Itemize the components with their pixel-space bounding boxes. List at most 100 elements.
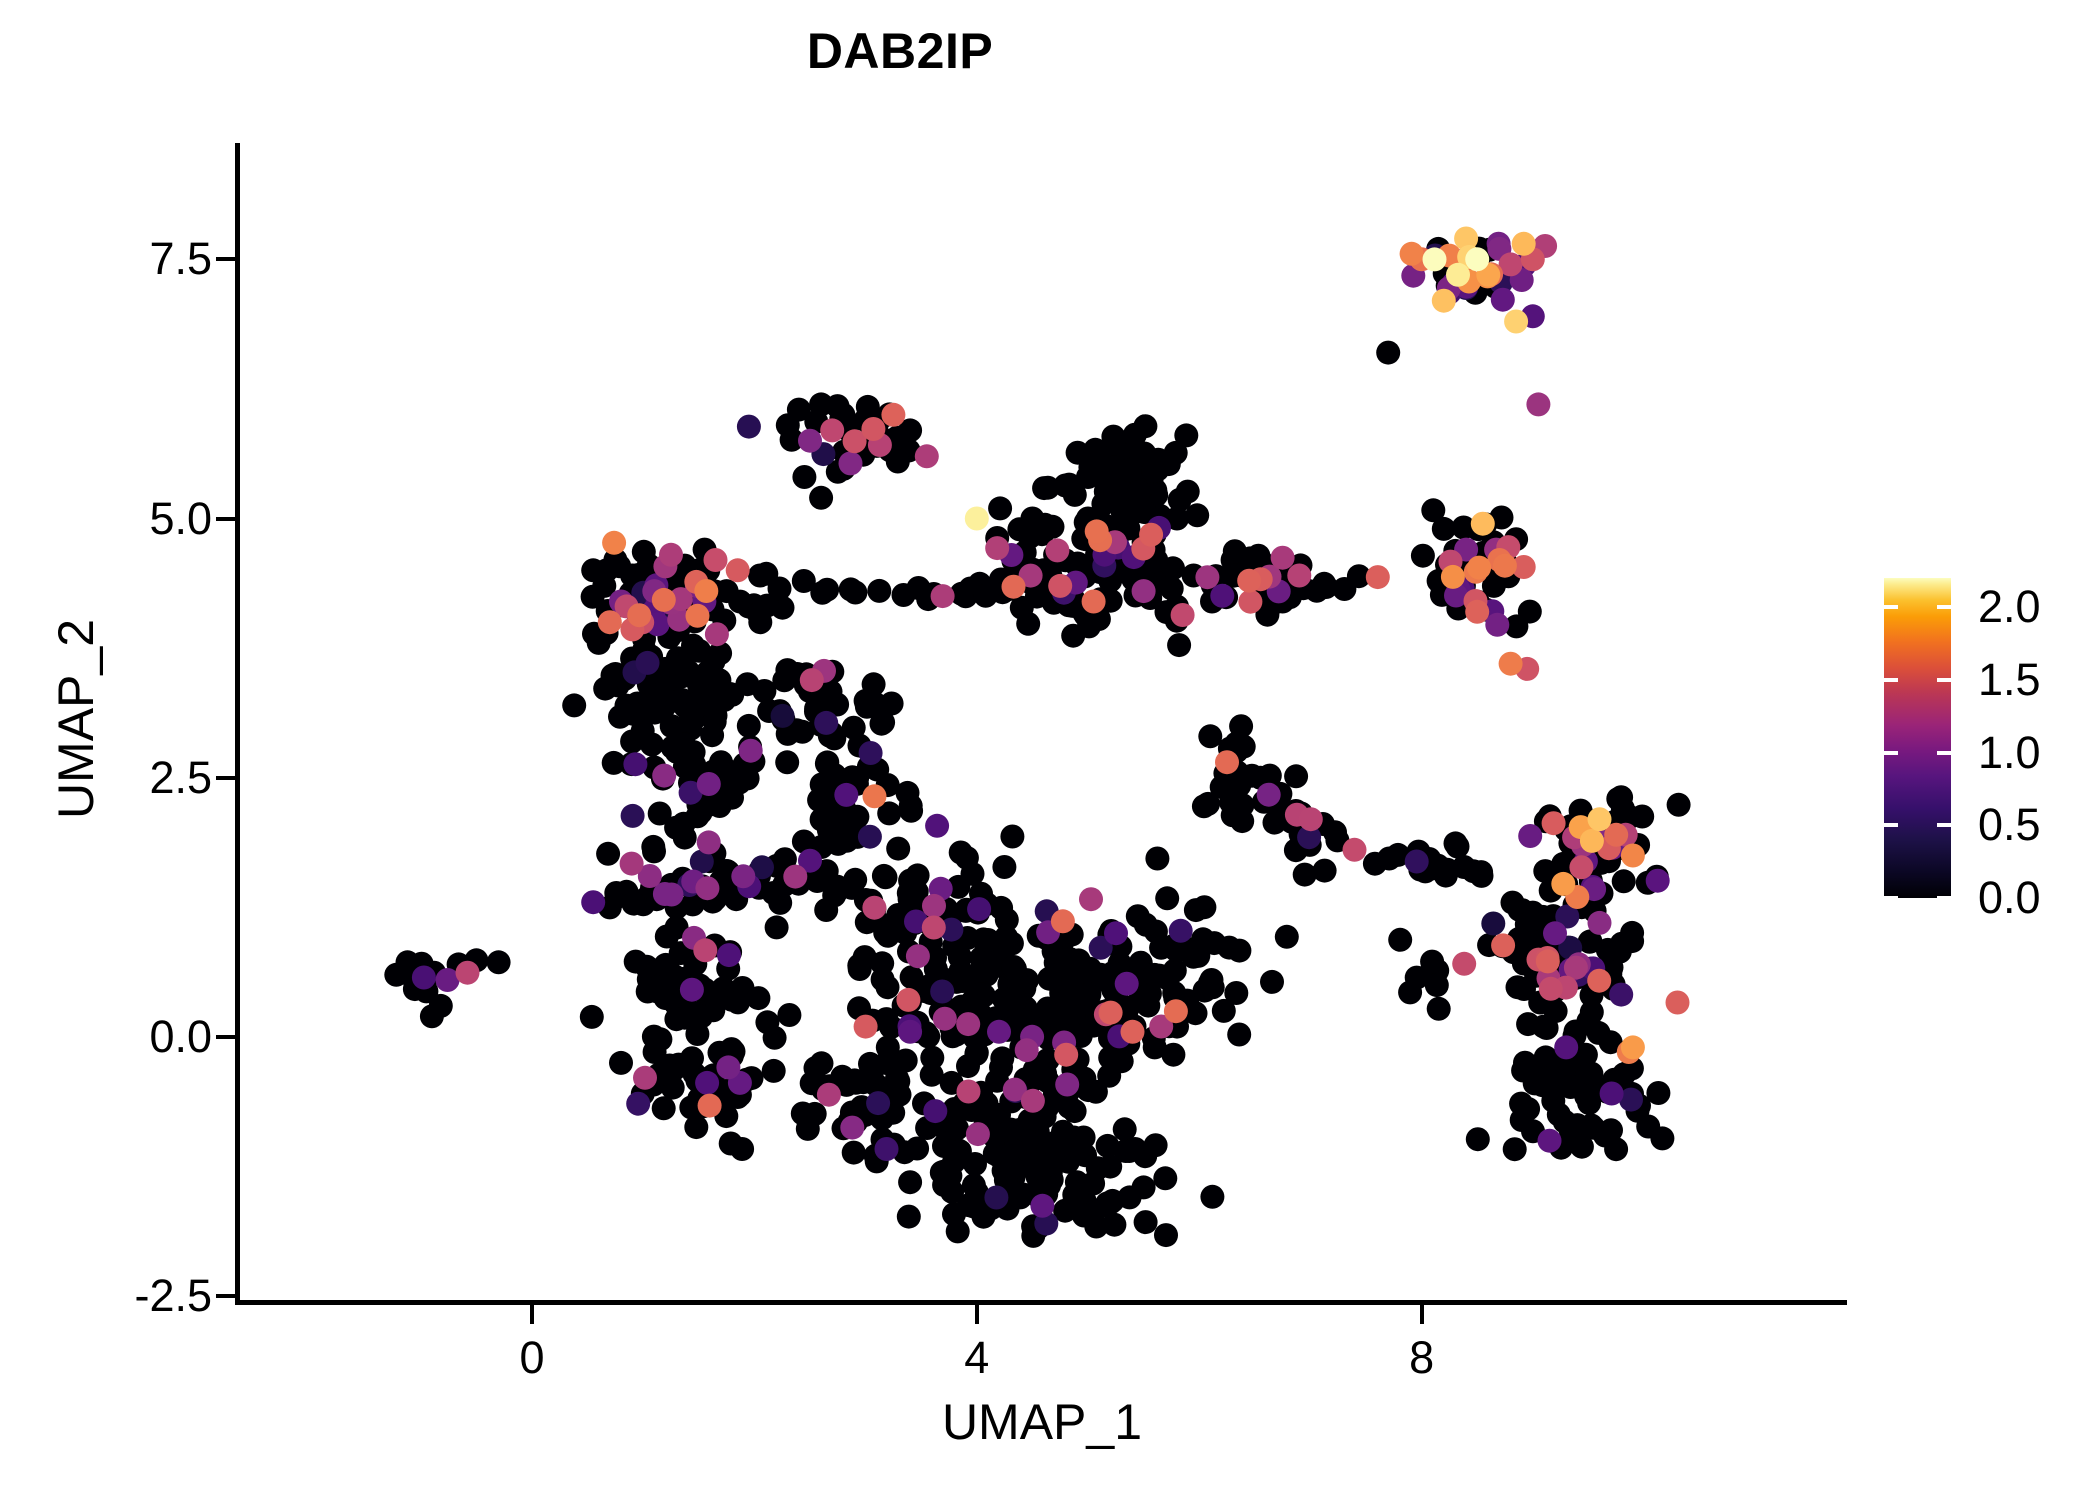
scatter-point	[623, 949, 648, 974]
scatter-point	[716, 1055, 741, 1080]
scatter-point	[948, 958, 973, 983]
scatter-point	[1521, 907, 1546, 932]
scatter-point	[1167, 487, 1192, 512]
scatter-point	[1077, 614, 1101, 639]
scatter-point	[1149, 1014, 1174, 1039]
scatter-point	[874, 1007, 899, 1032]
scatter-point	[1141, 458, 1166, 483]
scatter-point	[1518, 1058, 1543, 1083]
scatter-point	[1238, 546, 1263, 571]
scatter-point	[1227, 938, 1252, 963]
scatter-point	[826, 831, 851, 856]
y-axis-title: UMAP_2	[48, 618, 104, 820]
scatter-point	[825, 874, 850, 899]
scatter-point	[988, 496, 1013, 521]
scatter-point	[621, 891, 646, 916]
scatter-point	[1604, 822, 1629, 847]
scatter-point	[725, 558, 750, 583]
scatter-point	[939, 917, 964, 942]
scatter-point	[905, 1136, 930, 1161]
scatter-point	[659, 714, 684, 739]
scatter-point	[609, 1050, 633, 1075]
scatter-point	[874, 1137, 899, 1161]
scatter-point	[1500, 890, 1525, 915]
scatter-point	[1002, 1181, 1027, 1206]
scatter-point	[1573, 1042, 1598, 1067]
scatter-point	[1224, 981, 1249, 1005]
scatter-point	[899, 798, 924, 823]
scatter-point	[1014, 1038, 1039, 1063]
scatter-point	[1512, 977, 1536, 1001]
scatter-point	[1517, 599, 1542, 624]
scatter-point	[862, 895, 887, 920]
scatter-point	[704, 622, 729, 647]
scatter-point	[873, 865, 898, 890]
scatter-point	[671, 732, 696, 757]
scatter-point	[614, 693, 639, 718]
scatter-point	[1239, 763, 1264, 788]
y-tick-mark	[216, 775, 235, 780]
scatter-point	[736, 713, 761, 738]
legend-tick-mark	[1937, 750, 1951, 755]
scatter-point	[945, 1116, 969, 1141]
scatter-point	[1198, 724, 1223, 749]
scatter-point	[1365, 565, 1390, 590]
scatter-point	[1085, 1156, 1110, 1181]
scatter-point	[783, 864, 808, 889]
scatter-point	[581, 890, 606, 915]
scatter-point	[1454, 226, 1479, 251]
scatter-point	[696, 830, 721, 855]
scatter-point	[1007, 517, 1032, 542]
scatter-point	[1535, 949, 1560, 974]
scatter-point	[1143, 1133, 1168, 1158]
scatter-point	[1376, 340, 1401, 365]
scatter-point	[1431, 516, 1456, 541]
scatter-point	[984, 1185, 1009, 1210]
scatter-point	[1650, 1126, 1675, 1151]
scatter-point	[1563, 955, 1588, 980]
scatter-point	[1257, 763, 1282, 788]
scatter-point	[1511, 555, 1536, 579]
scatter-point	[1452, 951, 1477, 976]
color-legend: 2.0 1.5 1.0 0.5 0.0	[1884, 578, 2084, 923]
scatter-point	[1131, 579, 1156, 604]
scatter-point	[1048, 573, 1073, 598]
scatter-point	[1017, 1154, 1042, 1179]
scatter-point	[639, 732, 664, 757]
scatter-point	[1102, 1212, 1127, 1237]
scatter-point	[885, 1066, 909, 1091]
scatter-point	[1526, 392, 1551, 417]
scatter-point	[967, 897, 992, 922]
scatter-point	[1587, 910, 1612, 935]
scatter-point	[669, 652, 694, 677]
scatter-point	[893, 1048, 918, 1073]
scatter-point	[1599, 1081, 1624, 1106]
scatter-point	[1110, 499, 1135, 524]
scatter-point	[1055, 1072, 1080, 1097]
legend-tick-mark	[1937, 823, 1951, 828]
scatter-point	[930, 584, 955, 609]
scatter-point	[947, 1139, 972, 1164]
legend-tick-mark	[1884, 605, 1898, 610]
scatter-point	[1579, 1113, 1604, 1138]
scatter-point	[896, 987, 921, 1012]
scatter-point	[809, 485, 834, 510]
scatter-point	[1465, 1127, 1490, 1152]
legend-tick-mark	[1937, 605, 1951, 610]
x-tick-mark	[1419, 1305, 1424, 1324]
scatter-point	[580, 584, 605, 609]
y-tick-mark	[216, 1035, 235, 1039]
scatter-point	[627, 603, 652, 628]
scatter-point	[1155, 966, 1180, 991]
scatter-point	[635, 650, 660, 675]
scatter-point	[746, 601, 771, 626]
scatter-point	[861, 417, 886, 441]
scatter-point	[647, 801, 672, 826]
scatter-point	[965, 1122, 990, 1147]
scatter-point	[799, 668, 824, 693]
scatter-point	[635, 979, 660, 1004]
y-axis-line	[235, 143, 240, 1305]
scatter-point	[896, 1204, 921, 1229]
scatter-point	[1579, 828, 1604, 853]
scatter-point	[1298, 807, 1323, 832]
